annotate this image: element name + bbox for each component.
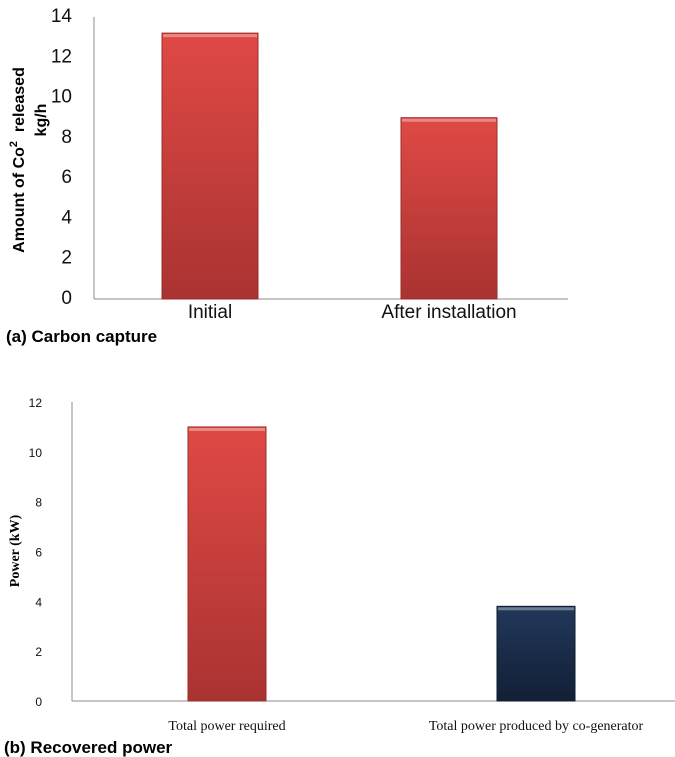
chart-a-bar: [161, 32, 259, 300]
chart-a-ylabel-line2: kg/h: [33, 104, 50, 137]
chart-a-y-tick-label: 10: [51, 87, 72, 108]
chart-a-y-tick-label: 14: [51, 6, 73, 27]
chart-b-bar: [187, 426, 267, 702]
chart-a-category-label: After installation: [381, 302, 516, 323]
chart-a-y-tick-label: 2: [61, 248, 72, 269]
chart-a-ylabel-part1: Amount of Co: [11, 147, 28, 253]
chart-b-category-label: Total power produced by co-generator: [429, 719, 644, 734]
chart-b-y-tick-label: 0: [35, 695, 42, 709]
chart-b-y-tick-label: 6: [35, 546, 42, 560]
chart-a-category-label: Initial: [188, 302, 232, 323]
chart-b-y-tick-label: 4: [35, 595, 42, 609]
chart-a-y-tick-label: 0: [61, 288, 72, 309]
chart-a-ylabel-part1-end: released: [11, 67, 28, 132]
chart-b-y-axis-title: Power (kW): [8, 514, 23, 587]
svg-text:Amount of Co2 released: Amount of Co2 released: [8, 67, 28, 253]
chart-b-caption: (b) Recovered power: [4, 738, 173, 757]
chart-a-y-axis-title: Amount of Co2 released kg/h: [8, 67, 50, 253]
chart-b-category-label: Total power required: [168, 719, 285, 734]
chart-b-y-tick-label: 2: [35, 645, 42, 659]
chart-b-bar-highlight: [498, 607, 574, 611]
chart-a-bar: [400, 117, 498, 300]
chart-b-y-tick-label: 12: [29, 396, 43, 410]
chart-a-caption: (a) Carbon capture: [6, 327, 157, 346]
chart-a-y-tick-label: 12: [51, 46, 72, 67]
chart-a-bar-highlight: [402, 118, 496, 122]
chart-carbon-capture: 0 2 4 6 8 10 12 14 Initial After installation A…: [6, 6, 568, 346]
chart-a-y-tick-label: 6: [61, 167, 72, 188]
chart-recovered-power: 0 2 4 6 8 10 12 Total power required Total pow…: [4, 396, 675, 757]
chart-a-y-tick-label: 4: [61, 207, 72, 228]
chart-a-bar-highlight: [163, 34, 257, 38]
chart-b-bar-highlight: [189, 427, 265, 431]
chart-b-y-tick-label: 10: [29, 446, 43, 460]
chart-a-ylabel-sup: 2: [8, 141, 20, 147]
chart-b-bar: [496, 605, 576, 702]
chart-a-y-tick-label: 8: [61, 127, 72, 148]
chart-b-y-tick-label: 8: [35, 496, 42, 510]
